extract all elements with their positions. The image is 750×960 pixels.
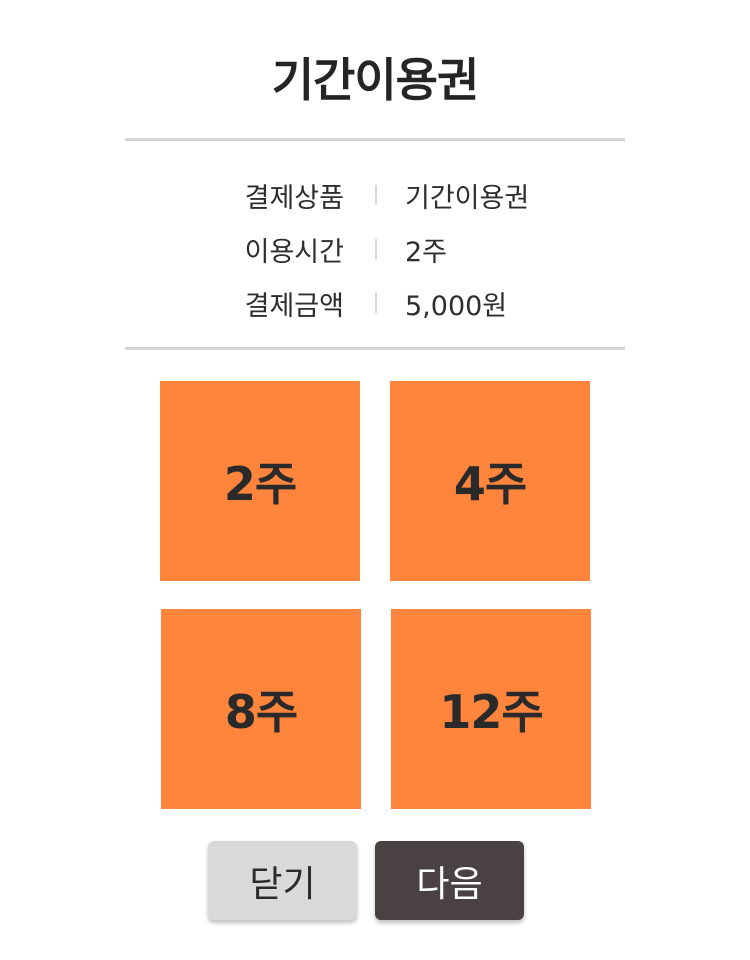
option-8-weeks-button[interactable]: 8주 (161, 609, 361, 809)
summary-value: 기간이용권 (405, 183, 530, 214)
summary-label: 결제상품 (244, 183, 344, 214)
top-divider (125, 138, 625, 141)
summary-label: 이용시간 (244, 237, 344, 268)
summary-label: 결제금액 (244, 291, 344, 322)
option-2-weeks-button[interactable]: 2주 (160, 381, 360, 581)
summary-value: 5,000원 (405, 291, 508, 322)
option-12-weeks-button[interactable]: 12주 (391, 609, 591, 809)
summary-row-product: 결제상품 기간이용권 (0, 176, 750, 216)
summary-separator (375, 239, 377, 259)
bottom-divider (125, 347, 625, 350)
close-button[interactable]: 닫기 (208, 841, 357, 920)
summary-value: 2주 (405, 237, 448, 268)
summary-row-amount: 결제금액 5,000원 (0, 284, 750, 324)
summary-row-duration: 이용시간 2주 (0, 230, 750, 270)
page-title: 기간이용권 (271, 53, 480, 107)
next-button[interactable]: 다음 (375, 841, 524, 920)
summary-separator (375, 185, 377, 205)
summary-separator (375, 293, 377, 313)
option-4-weeks-button[interactable]: 4주 (390, 381, 590, 581)
